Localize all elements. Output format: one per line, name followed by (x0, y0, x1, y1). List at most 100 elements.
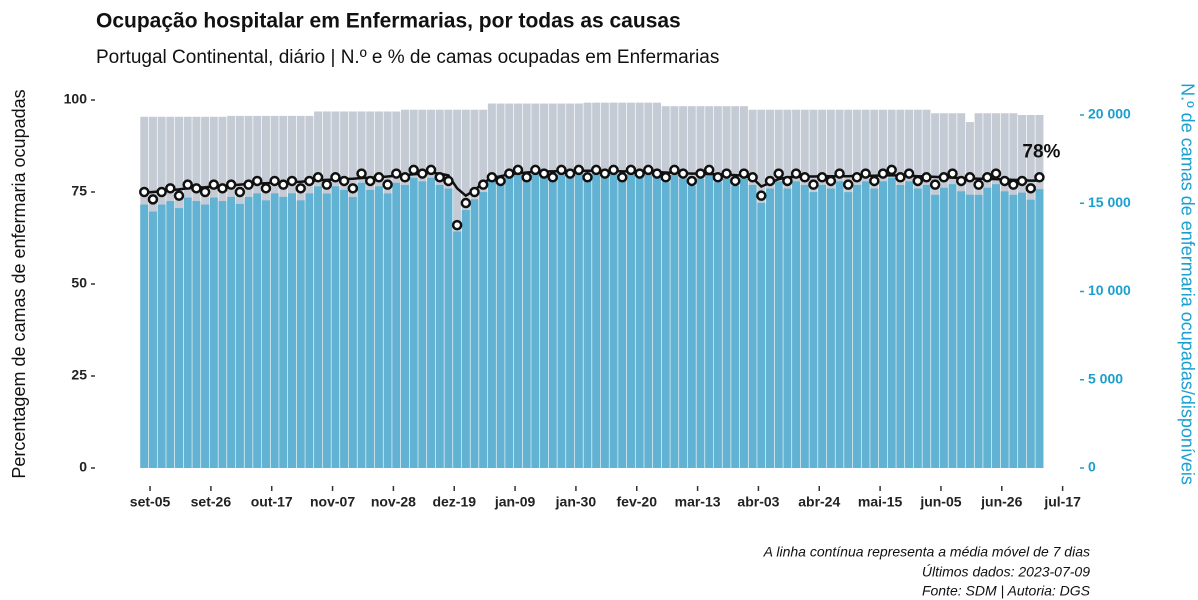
point (521, 172, 532, 183)
bar (766, 188, 775, 468)
point (625, 164, 637, 176)
bar (696, 178, 705, 468)
bar (974, 194, 983, 468)
point (199, 186, 211, 198)
bar (140, 204, 149, 468)
bar (166, 201, 175, 468)
point (547, 172, 558, 183)
point (790, 168, 802, 179)
point (721, 168, 732, 179)
bar (809, 192, 818, 468)
point (808, 179, 819, 190)
point (512, 164, 524, 176)
bar (609, 172, 618, 468)
bar (1000, 191, 1009, 468)
bar (392, 182, 401, 468)
chart-subtitle: Portugal Continental, diário | N.º e % d… (96, 47, 719, 68)
point (764, 175, 776, 187)
bar (461, 210, 470, 468)
bar (905, 181, 914, 468)
point (1034, 172, 1045, 183)
bar (731, 185, 740, 468)
last-value-annotation: 78% (1022, 142, 1060, 163)
point (851, 172, 863, 183)
point (660, 172, 671, 183)
bar (922, 184, 931, 469)
point (582, 172, 593, 183)
point (217, 183, 228, 194)
bar (261, 200, 270, 468)
point (921, 172, 932, 183)
bar (574, 172, 583, 469)
point (556, 164, 567, 176)
point (608, 164, 619, 176)
bar (435, 184, 444, 469)
bar (722, 178, 731, 468)
point (260, 183, 272, 194)
point (225, 179, 237, 190)
x-tick-label: nov-28 (371, 494, 416, 510)
point (738, 168, 750, 179)
x-tick-label: set-05 (130, 494, 171, 510)
point (399, 172, 411, 183)
point (538, 168, 550, 179)
bar (348, 197, 357, 468)
y-tick-label: 75 (71, 183, 87, 199)
bar (626, 172, 635, 468)
point (330, 172, 341, 183)
point (982, 172, 993, 183)
point (434, 172, 445, 183)
point (999, 175, 1010, 187)
bar (653, 175, 662, 468)
point (451, 219, 463, 231)
point (269, 175, 280, 187)
bar (427, 177, 436, 468)
y2-tick-label: 20 000 (1088, 106, 1131, 122)
x-tick-label: jun-05 (919, 494, 961, 510)
point (756, 190, 767, 201)
y-tick-label: 100 (64, 91, 88, 107)
bar (635, 175, 644, 468)
point (947, 168, 958, 179)
point (564, 168, 576, 179)
bar (279, 196, 288, 468)
point (695, 168, 706, 179)
point (747, 172, 758, 183)
point (895, 172, 906, 183)
bar (600, 175, 609, 468)
bar (948, 184, 957, 468)
bar (1026, 199, 1035, 469)
bar (513, 172, 522, 469)
point (834, 168, 845, 179)
point (964, 172, 976, 183)
bar (670, 174, 679, 468)
point (208, 179, 220, 190)
point (651, 168, 663, 179)
x-tick-label: jun-26 (980, 494, 1022, 510)
point (504, 168, 515, 179)
bar (548, 180, 557, 468)
bar (835, 181, 844, 468)
point (860, 168, 871, 179)
bar (687, 185, 696, 468)
bar (540, 176, 549, 468)
point (182, 179, 193, 190)
point (955, 175, 967, 187)
point (634, 168, 645, 179)
point (165, 183, 176, 194)
point (234, 186, 246, 198)
point (643, 164, 654, 176)
point (973, 179, 984, 190)
bar (444, 188, 453, 468)
point (573, 164, 585, 176)
bar (244, 196, 253, 468)
point (903, 168, 915, 179)
bar (991, 184, 1000, 468)
bar (479, 192, 488, 468)
bar (557, 172, 566, 469)
point (425, 164, 437, 176)
point (408, 164, 419, 176)
bar (531, 172, 540, 469)
point (938, 172, 950, 183)
